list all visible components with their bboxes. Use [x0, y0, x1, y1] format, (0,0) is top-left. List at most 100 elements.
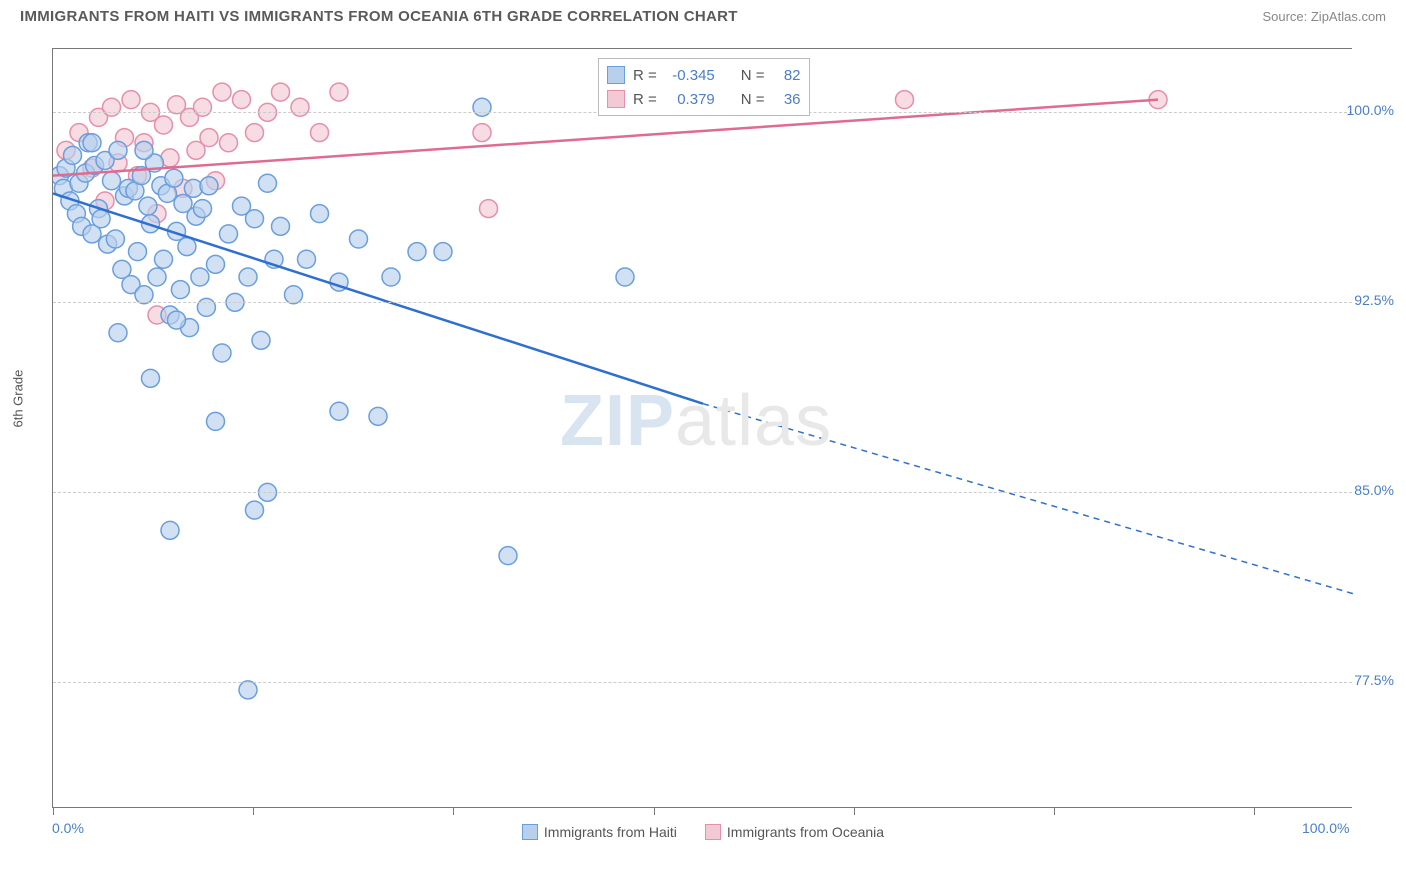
y-axis-label: 6th Grade — [11, 370, 26, 428]
data-point — [197, 298, 215, 316]
stat-row: R = -0.345 N = 82 — [607, 63, 801, 87]
data-point — [155, 250, 173, 268]
n-label: N = — [741, 67, 765, 84]
data-point — [311, 205, 329, 223]
data-point — [408, 243, 426, 261]
data-point — [272, 217, 290, 235]
data-point — [291, 98, 309, 116]
scatter-svg — [53, 49, 1353, 809]
legend-swatch — [705, 824, 721, 840]
data-point — [129, 243, 147, 261]
data-point — [285, 286, 303, 304]
data-point — [473, 98, 491, 116]
data-point — [194, 200, 212, 218]
r-value: -0.345 — [665, 67, 715, 84]
data-point — [103, 98, 121, 116]
x-end-label: 100.0% — [1302, 820, 1349, 836]
bottom-legend: Immigrants from Haiti Immigrants from Oce… — [0, 824, 1406, 840]
data-point — [220, 225, 238, 243]
data-point — [191, 268, 209, 286]
r-label: R = — [633, 67, 657, 84]
data-point — [220, 134, 238, 152]
legend-item: Immigrants from Oceania — [705, 824, 884, 840]
y-tick-label: 77.5% — [1354, 672, 1394, 688]
gridline — [53, 302, 1352, 303]
data-point — [207, 412, 225, 430]
x-tick — [654, 807, 655, 815]
data-point — [155, 116, 173, 134]
r-label: R = — [633, 91, 657, 108]
chart-header: IMMIGRANTS FROM HAITI VS IMMIGRANTS FROM… — [0, 0, 1406, 29]
data-point — [92, 210, 110, 228]
data-point — [139, 197, 157, 215]
data-point — [616, 268, 634, 286]
data-point — [109, 324, 127, 342]
n-value: 82 — [773, 67, 801, 84]
x-start-label: 0.0% — [52, 820, 84, 836]
data-point — [171, 281, 189, 299]
data-point — [473, 124, 491, 142]
r-value: 0.379 — [665, 91, 715, 108]
x-tick — [854, 807, 855, 815]
data-point — [499, 547, 517, 565]
x-tick — [453, 807, 454, 815]
data-point — [434, 243, 452, 261]
data-point — [246, 210, 264, 228]
n-label: N = — [741, 91, 765, 108]
data-point — [213, 344, 231, 362]
data-point — [330, 83, 348, 101]
data-point — [165, 169, 183, 187]
data-point — [142, 369, 160, 387]
y-tick-label: 92.5% — [1354, 292, 1394, 308]
legend-label: Immigrants from Haiti — [544, 824, 677, 840]
data-point — [64, 146, 82, 164]
series-swatch — [607, 90, 625, 108]
x-tick — [1054, 807, 1055, 815]
data-point — [369, 407, 387, 425]
data-point — [311, 124, 329, 142]
data-point — [83, 134, 101, 152]
data-point — [135, 141, 153, 159]
data-point — [178, 238, 196, 256]
series-swatch — [607, 66, 625, 84]
source-label: Source: ZipAtlas.com — [1262, 9, 1386, 24]
data-point — [896, 91, 914, 109]
data-point — [213, 83, 231, 101]
data-point — [330, 402, 348, 420]
data-point — [239, 681, 257, 699]
x-tick — [53, 807, 54, 815]
data-point — [194, 98, 212, 116]
data-point — [168, 311, 186, 329]
trend-line-dashed — [703, 404, 1353, 594]
plot-area — [52, 48, 1352, 808]
data-point — [103, 172, 121, 190]
y-tick-label: 85.0% — [1354, 482, 1394, 498]
stat-row: R = 0.379 N = 36 — [607, 87, 801, 111]
data-point — [148, 268, 166, 286]
data-point — [200, 129, 218, 147]
legend-item: Immigrants from Haiti — [522, 824, 677, 840]
data-point — [480, 200, 498, 218]
gridline — [53, 492, 1352, 493]
data-point — [233, 91, 251, 109]
data-point — [350, 230, 368, 248]
data-point — [106, 230, 124, 248]
y-tick-label: 100.0% — [1347, 102, 1394, 118]
data-point — [246, 124, 264, 142]
legend-swatch — [522, 824, 538, 840]
data-point — [135, 286, 153, 304]
data-point — [246, 501, 264, 519]
data-point — [161, 521, 179, 539]
data-point — [252, 331, 270, 349]
data-point — [298, 250, 316, 268]
data-point — [259, 174, 277, 192]
data-point — [122, 91, 140, 109]
n-value: 36 — [773, 91, 801, 108]
data-point — [200, 177, 218, 195]
x-tick — [253, 807, 254, 815]
x-tick — [1254, 807, 1255, 815]
legend-label: Immigrants from Oceania — [727, 824, 884, 840]
data-point — [239, 268, 257, 286]
data-point — [207, 255, 225, 273]
chart-title: IMMIGRANTS FROM HAITI VS IMMIGRANTS FROM… — [20, 8, 738, 25]
